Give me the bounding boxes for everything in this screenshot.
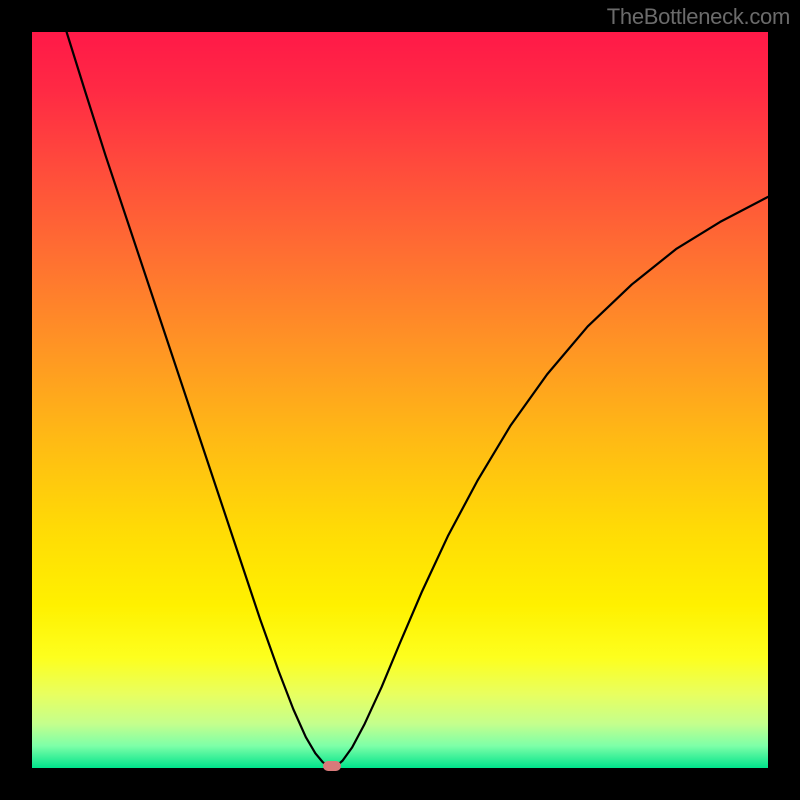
chart-frame: TheBottleneck.com: [0, 0, 800, 800]
watermark-text: TheBottleneck.com: [607, 4, 790, 30]
optimal-point-marker: [323, 761, 341, 771]
plot-area: [32, 32, 768, 768]
bottleneck-curve: [32, 32, 768, 768]
